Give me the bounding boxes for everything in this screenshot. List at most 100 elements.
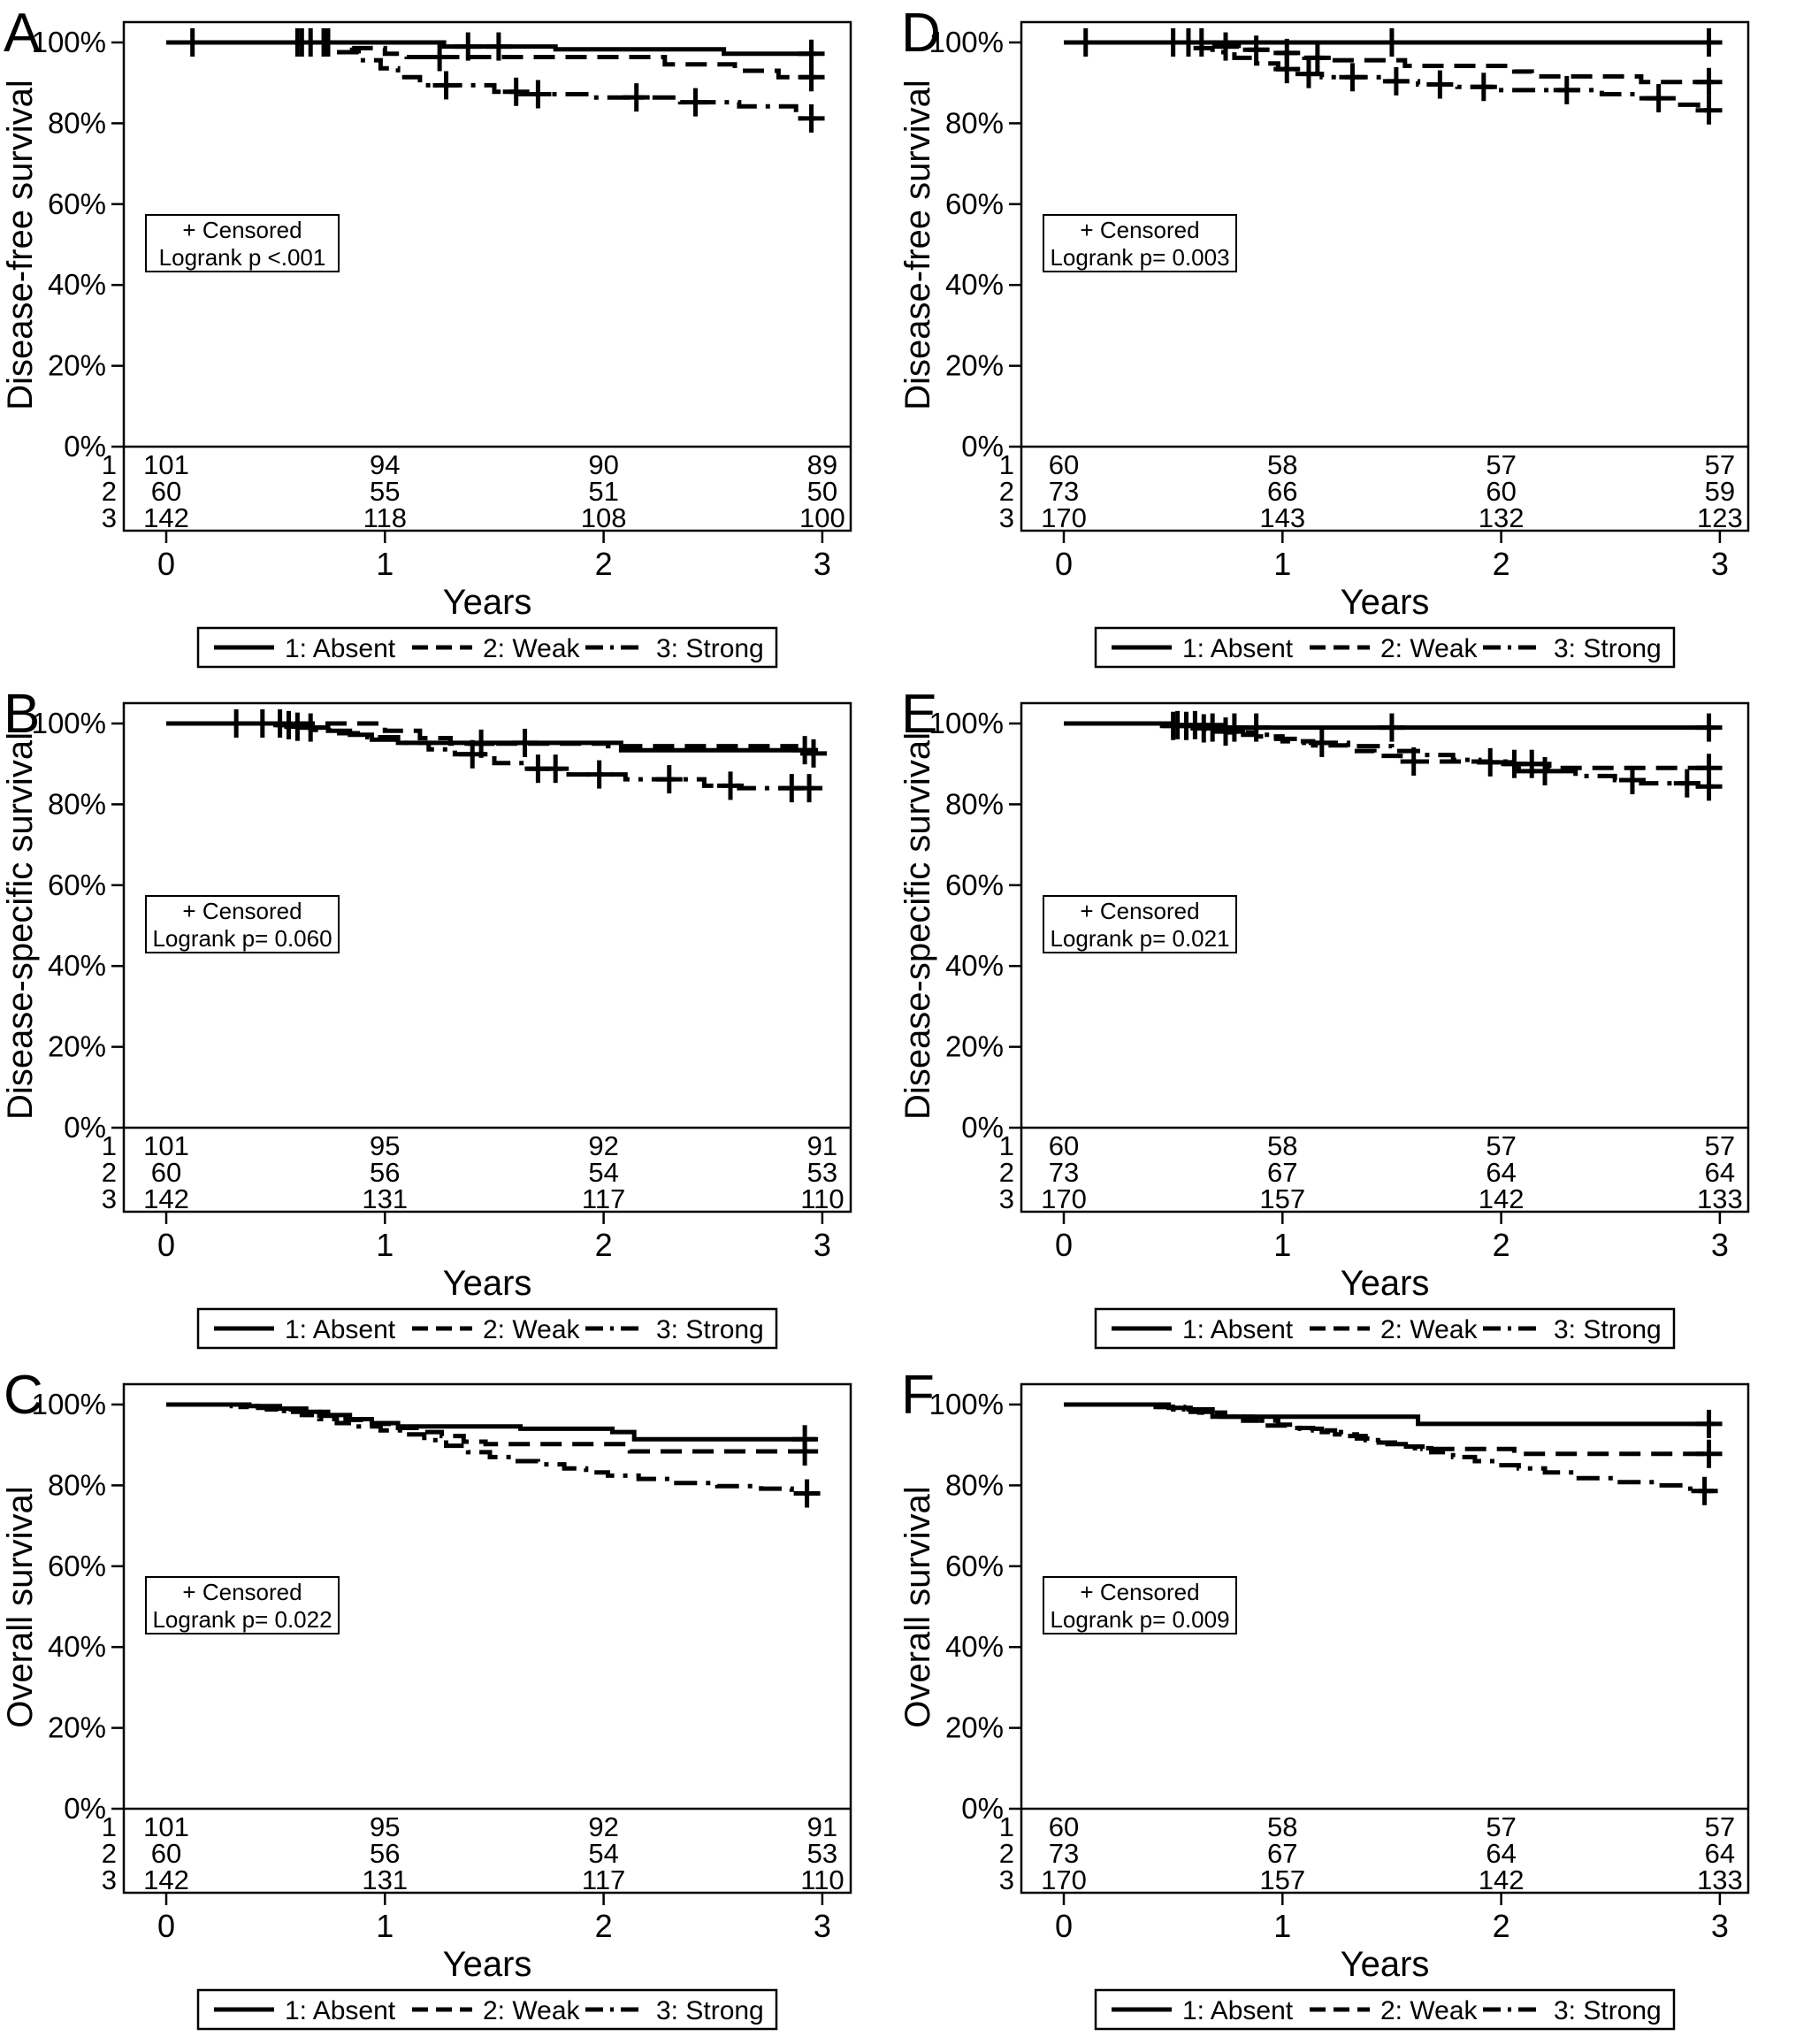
survival-curve-dashdot — [1064, 40, 1714, 113]
at-risk-row-label: 3 — [102, 502, 117, 533]
y-axis-title: Disease-specific survival — [898, 732, 937, 1120]
xtick-label: 1 — [376, 546, 394, 582]
annotation-censored-label: + Censored — [1080, 217, 1199, 243]
at-risk-row-label: 1 — [102, 449, 117, 480]
ytick-label: 0% — [961, 430, 1004, 463]
at-risk-row-label: 3 — [999, 1183, 1014, 1214]
at-risk-value: 53 — [807, 1838, 837, 1869]
legend-box — [1094, 1988, 1676, 2031]
xtick-label: 1 — [1273, 546, 1291, 582]
legend-entry-label: 1: Absent — [1182, 1315, 1294, 1344]
at-risk-row-label: 2 — [999, 1838, 1014, 1869]
at-risk-value: 57 — [1486, 449, 1516, 480]
x-axis-title: Years — [443, 1264, 532, 1303]
at-risk-value: 58 — [1267, 1811, 1297, 1842]
at-risk-value: 66 — [1267, 476, 1297, 507]
at-risk-value: 94 — [370, 449, 400, 480]
at-risk-value: 110 — [800, 1864, 844, 1895]
at-risk-value: 60 — [1049, 1130, 1079, 1161]
y-axis-title: Overall survival — [898, 1486, 937, 1727]
at-risk-value: 57 — [1705, 1130, 1735, 1161]
at-risk-value: 101 — [143, 449, 189, 480]
at-risk-value: 110 — [800, 1183, 844, 1214]
legend-entry-label: 2: Weak — [1380, 1996, 1478, 2025]
legend-entry-label: 3: Strong — [656, 634, 764, 663]
legend-entry-label: 2: Weak — [1380, 634, 1478, 663]
at-risk-value: 73 — [1049, 1838, 1079, 1869]
annotation-box — [145, 1576, 340, 1634]
ytick-label: 40% — [48, 268, 106, 301]
at-risk-row-label: 1 — [102, 1130, 117, 1161]
annotation-box — [1043, 895, 1237, 953]
legend-box — [1094, 626, 1676, 669]
annotation-censored-label: + Censored — [182, 217, 302, 243]
ytick-label: 80% — [48, 106, 106, 139]
plot-border — [122, 20, 852, 532]
ytick-label: 60% — [945, 188, 1004, 220]
panel-B: B Disease-specific survival 100% 80% 60% 40% 2… — [0, 681, 898, 1362]
panel-letter: C — [4, 1365, 43, 1426]
at-risk-row-label: 1 — [102, 1811, 117, 1842]
xtick-label: 3 — [1711, 1908, 1729, 1944]
at-risk-value: 100 — [799, 502, 845, 533]
ytick-label: 20% — [48, 1030, 106, 1063]
ytick-label: 60% — [48, 869, 106, 901]
at-risk-value: 59 — [1705, 476, 1735, 507]
at-risk-value: 50 — [807, 476, 837, 507]
legend-box — [196, 626, 778, 669]
panel-letter: B — [4, 684, 40, 745]
ytick-label: 80% — [945, 1468, 1004, 1501]
at-risk-value: 57 — [1705, 1811, 1735, 1842]
xtick-label: 2 — [1493, 1227, 1510, 1263]
xtick-label: 0 — [157, 1227, 175, 1263]
ytick-label: 40% — [48, 1630, 106, 1663]
survival-curve-dashdot — [166, 1402, 816, 1496]
censor-marks-dashed — [315, 28, 825, 92]
xtick-label: 3 — [1711, 546, 1729, 582]
at-risk-value: 133 — [1697, 1864, 1743, 1895]
at-risk-value: 73 — [1049, 476, 1079, 507]
ytick-label: 80% — [48, 1468, 106, 1501]
panel-letter: E — [901, 684, 937, 745]
at-risk-value: 143 — [1259, 502, 1305, 533]
at-risk-value: 58 — [1267, 1130, 1297, 1161]
at-risk-value: 60 — [151, 1157, 181, 1188]
at-risk-value: 64 — [1486, 1157, 1516, 1188]
ytick-label: 100% — [929, 26, 1004, 58]
plot-border — [1020, 1382, 1750, 1895]
annotation-box — [1043, 214, 1237, 272]
xtick-label: 3 — [814, 1227, 831, 1263]
at-risk-value: 170 — [1041, 1183, 1087, 1214]
annotation-logrank-label: Logrank p= 0.021 — [1050, 925, 1229, 952]
at-risk-row-label: 2 — [102, 476, 117, 507]
xtick-label: 3 — [1711, 1227, 1729, 1263]
censor-marks-dashed — [1212, 32, 1723, 96]
at-risk-value: 117 — [582, 1864, 625, 1895]
at-risk-value: 56 — [370, 1157, 400, 1188]
at-risk-value: 64 — [1486, 1838, 1516, 1869]
at-risk-value: 51 — [588, 476, 618, 507]
at-risk-value: 117 — [582, 1183, 625, 1214]
ytick-label: 20% — [945, 349, 1004, 382]
annotation-logrank-label: Logrank p <.001 — [159, 244, 326, 271]
at-risk-value: 67 — [1267, 1157, 1297, 1188]
survival-curve-dashed — [1064, 40, 1714, 85]
ytick-label: 20% — [48, 1711, 106, 1744]
at-risk-value: 133 — [1697, 1183, 1743, 1214]
xtick-label: 2 — [1493, 546, 1510, 582]
ytick-label: 0% — [64, 1111, 106, 1144]
ytick-label: 0% — [64, 430, 106, 463]
ytick-label: 40% — [945, 1630, 1004, 1663]
legend-box — [1094, 1307, 1676, 1350]
panel-D: D Disease-free survival 100% 80% 60% 40% 20% 0%… — [898, 0, 1795, 681]
censor-marks-solid — [223, 709, 819, 765]
survival-curve-dashdot — [166, 40, 816, 121]
legend-entry-label: 1: Absent — [285, 634, 396, 663]
ytick-label: 60% — [48, 1550, 106, 1582]
panel-F: F Overall survival 100% 80% 60% 40% 20% 0% + Cen… — [898, 1362, 1795, 2043]
km-plot-F: F Overall survival 100% 80% 60% 40% 20% 0% + Cen… — [898, 1365, 1750, 2031]
at-risk-value: 131 — [362, 1183, 408, 1214]
at-risk-value: 132 — [1479, 502, 1525, 533]
y-axis-title: Disease-free survival — [1, 80, 40, 410]
censor-marks-dashdot — [793, 1479, 821, 1508]
